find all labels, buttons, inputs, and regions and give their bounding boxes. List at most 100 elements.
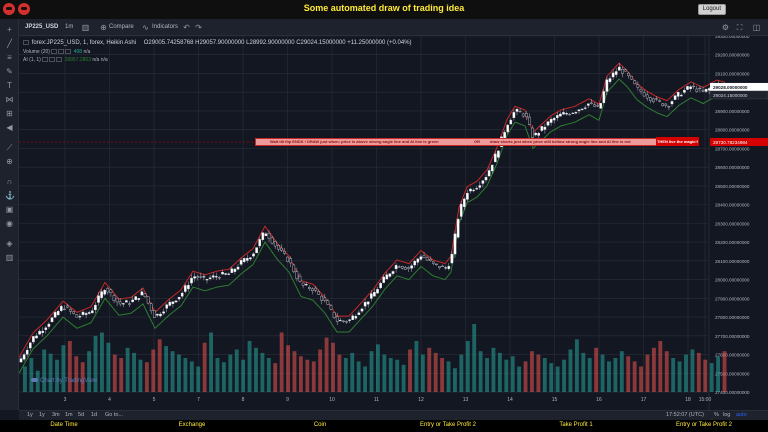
range-1y[interactable]: 1y bbox=[27, 412, 33, 418]
range-1y-b[interactable]: 1y bbox=[39, 412, 45, 418]
arrow-icon[interactable]: ◀ bbox=[6, 123, 13, 132]
pattern-icon[interactable]: ⋈ bbox=[5, 95, 14, 104]
candle-body bbox=[661, 103, 664, 107]
settings-icon[interactable]: ⚙ bbox=[721, 23, 730, 32]
volume-bar bbox=[67, 341, 72, 392]
prediction-icon[interactable]: ⊞ bbox=[6, 109, 13, 118]
fib-icon[interactable]: ≡ bbox=[7, 53, 12, 62]
magnet-icon[interactable]: ∩ bbox=[6, 177, 13, 186]
lock-drawing-icon[interactable]: ⚓ bbox=[5, 191, 15, 200]
candle-body bbox=[81, 311, 85, 315]
eye-icon[interactable]: ◉ bbox=[6, 219, 13, 228]
range-1m[interactable]: 1m bbox=[65, 412, 73, 418]
clock[interactable]: 17:52:07 (UTC) bbox=[666, 412, 704, 418]
candle-body bbox=[115, 297, 119, 303]
volume-bar bbox=[517, 366, 522, 392]
time-tick-label: 16 bbox=[596, 397, 602, 403]
volume-close-icon[interactable] bbox=[65, 49, 72, 55]
goto-date-button[interactable]: Go to... bbox=[105, 412, 124, 418]
strategy-annotation[interactable]: Wait till flip ENDS ! DRAW just when: pr… bbox=[255, 138, 693, 146]
fullscreen-icon[interactable]: ⛶ bbox=[736, 23, 743, 32]
volume-label[interactable]: Volume (20) bbox=[23, 49, 50, 55]
volume-eye-icon[interactable] bbox=[51, 49, 58, 55]
time-tick-label: 13 bbox=[463, 397, 469, 403]
volume-bar bbox=[581, 352, 586, 392]
candle-body bbox=[621, 69, 624, 74]
ai-eye-icon[interactable] bbox=[42, 57, 49, 63]
trend-line-icon[interactable]: ╱ bbox=[7, 39, 12, 48]
crosshair-icon[interactable]: + bbox=[7, 25, 12, 34]
price-chart[interactable]: 29300.00000000 29200.00000000 29100.000000… bbox=[19, 36, 768, 410]
volume-bar bbox=[241, 359, 246, 392]
candle-body bbox=[590, 102, 593, 104]
candle-body bbox=[537, 133, 540, 136]
indicators-button[interactable]: Indicators bbox=[152, 24, 179, 30]
volume-bar bbox=[645, 354, 650, 392]
volume-bar bbox=[664, 351, 669, 392]
brush-icon[interactable]: ✎ bbox=[6, 67, 13, 76]
candle-body bbox=[320, 295, 324, 301]
profile-car-icon[interactable] bbox=[18, 3, 30, 15]
candle-body bbox=[63, 308, 66, 310]
candle-body bbox=[698, 87, 702, 90]
time-tick-label: 4 bbox=[108, 397, 111, 403]
percent-toggle[interactable]: % bbox=[714, 412, 719, 418]
price-tick-label: 27500.00000000 bbox=[715, 371, 750, 376]
candle-body bbox=[193, 276, 196, 279]
price-tag-2: 29024.15000000 bbox=[713, 93, 748, 98]
candle-body bbox=[422, 255, 426, 258]
candle-body bbox=[242, 258, 246, 262]
range-5d[interactable]: 5d bbox=[78, 412, 85, 418]
interval-select[interactable]: 1m bbox=[65, 24, 74, 30]
time-tick-label: 8 bbox=[242, 397, 245, 403]
compare-button[interactable]: Compare bbox=[109, 24, 134, 30]
chart-area[interactable]: 29300.00000000 29200.00000000 29100.000000… bbox=[19, 36, 768, 410]
volume-bar bbox=[311, 361, 316, 392]
candle-body bbox=[249, 257, 252, 260]
menu-car-icon[interactable] bbox=[3, 3, 15, 15]
candle-body bbox=[28, 342, 32, 349]
candle-body bbox=[363, 302, 367, 307]
drawing-toolbar: + ╱ ≡ ✎ T ⋈ ⊞ ◀ ⟋ ⊕ ∩ ⚓ ▣ ◉ ◈ ▥ bbox=[0, 19, 19, 410]
ai-label[interactable]: AI (1, 1) bbox=[23, 57, 41, 63]
indicators-icon[interactable]: ∿ bbox=[142, 23, 149, 32]
legend-toggle-icon[interactable] bbox=[23, 40, 29, 45]
bar-style-icon[interactable]: ▥ bbox=[81, 23, 90, 32]
candle-body bbox=[44, 327, 48, 330]
candle-body bbox=[60, 306, 63, 311]
ai-close-icon[interactable] bbox=[56, 57, 63, 63]
ai-na-2: n/a bbox=[100, 57, 108, 63]
ruler-icon[interactable]: ⟋ bbox=[6, 143, 13, 152]
range-3m[interactable]: 3m bbox=[52, 412, 60, 418]
redo-icon[interactable]: ↷ bbox=[195, 23, 202, 32]
log-toggle[interactable]: log bbox=[723, 412, 731, 418]
text-tool-icon[interactable]: T bbox=[7, 81, 12, 90]
zoom-icon[interactable]: ⊕ bbox=[6, 157, 13, 166]
candle-body bbox=[183, 285, 187, 292]
tradingview-brand[interactable]: Chart by TradingView bbox=[31, 378, 97, 384]
volume-settings-icon[interactable] bbox=[58, 49, 65, 55]
volume-bar bbox=[177, 354, 181, 392]
layers-icon[interactable]: ◈ bbox=[6, 239, 13, 248]
volume-bar bbox=[164, 346, 169, 392]
cloud-logo-icon bbox=[31, 378, 38, 383]
compare-icon[interactable]: ⊕ bbox=[100, 23, 107, 32]
candle-body bbox=[419, 256, 423, 260]
candle-body bbox=[565, 113, 568, 115]
symbol-search[interactable]: JP225_USD bbox=[25, 24, 59, 30]
candle-body bbox=[41, 330, 45, 333]
ai-settings-icon[interactable] bbox=[49, 57, 56, 63]
undo-icon[interactable]: ↶ bbox=[183, 23, 190, 32]
range-1d[interactable]: 1d bbox=[91, 412, 98, 418]
lock-icon[interactable]: ▣ bbox=[5, 205, 14, 214]
volume-bar bbox=[440, 358, 445, 392]
price-tick-label: 27800.00000000 bbox=[715, 315, 750, 320]
footer-exchange: Exchange bbox=[178, 422, 206, 428]
candle-body bbox=[382, 276, 386, 283]
logout-button[interactable]: Logout bbox=[697, 4, 726, 15]
snapshot-icon[interactable]: ◫ bbox=[752, 23, 761, 32]
trash-icon[interactable]: ▥ bbox=[5, 253, 14, 262]
candle-body bbox=[239, 260, 243, 265]
auto-toggle[interactable]: auto bbox=[736, 412, 747, 418]
candle-body bbox=[131, 299, 134, 303]
